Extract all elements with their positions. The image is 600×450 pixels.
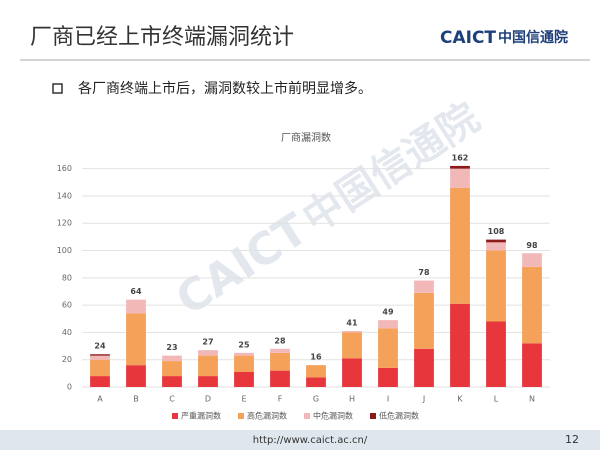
bar-segment xyxy=(306,377,326,387)
y-tick-label: 0 xyxy=(67,383,72,392)
x-tick-label: B xyxy=(133,395,139,404)
chart-title: 厂商漏洞数 xyxy=(281,131,331,144)
bullet-icon xyxy=(52,83,63,94)
x-tick-label: L xyxy=(494,395,499,404)
total-label: 27 xyxy=(202,338,213,347)
bullet-text: 各厂商终端上市后，漏洞数较上市前明显增多。 xyxy=(78,80,372,97)
x-tick-label: D xyxy=(205,395,211,404)
total-label: 98 xyxy=(526,241,538,250)
slide-title: 厂商已经上市终端漏洞统计 xyxy=(30,25,294,50)
x-tick-label: E xyxy=(241,395,246,404)
total-label: 24 xyxy=(94,342,106,351)
footer-url: http://www.caict.ac.cn/ xyxy=(253,435,368,446)
y-tick-label: 20 xyxy=(62,355,72,364)
bar-segment xyxy=(486,250,506,322)
x-tick-label: A xyxy=(97,395,103,404)
x-tick-label: N xyxy=(529,395,535,404)
footer-bar xyxy=(0,430,600,450)
bar-segment xyxy=(450,168,470,188)
legend-label: 低危漏洞数 xyxy=(379,411,419,421)
total-label: 162 xyxy=(452,153,469,162)
bar-segment xyxy=(126,365,146,387)
total-label: 28 xyxy=(274,336,286,345)
total-label: 16 xyxy=(310,353,322,362)
page-number: 12 xyxy=(565,433,579,446)
bar-segment xyxy=(378,328,398,368)
total-label: 25 xyxy=(238,340,250,349)
bar-segment xyxy=(270,352,290,371)
bar-segment xyxy=(198,350,218,356)
bar-segment xyxy=(162,355,182,362)
bar-segment xyxy=(522,266,542,344)
bar-segment xyxy=(198,355,218,377)
y-tick-label: 60 xyxy=(62,301,72,310)
x-tick-label: J xyxy=(422,395,425,404)
bar-segment xyxy=(414,280,434,293)
bar-segment xyxy=(234,355,254,372)
legend-swatch xyxy=(238,413,244,419)
logo-cn: 中国信通院 xyxy=(498,29,568,46)
bar-segment xyxy=(306,365,326,378)
x-tick-label: K xyxy=(457,395,463,404)
bar-segment xyxy=(162,361,182,377)
bar-segment xyxy=(522,253,542,267)
bar-segment xyxy=(342,332,362,359)
total-label: 64 xyxy=(130,287,142,296)
bar-segment xyxy=(198,376,218,387)
bar-segment xyxy=(486,321,506,387)
total-label: 23 xyxy=(166,343,177,352)
bar-segment xyxy=(378,367,398,387)
legend-label: 严重漏洞数 xyxy=(181,411,221,421)
bar-segment xyxy=(342,358,362,387)
plot: 0 20 40 60 80 100 120 140 160 24 A 64 B 23 C 27 D 25 E 28 F 1… xyxy=(57,153,550,421)
bar-segment xyxy=(414,292,434,349)
bar-segment xyxy=(414,348,434,387)
bar-segment xyxy=(486,242,506,251)
bar-segment xyxy=(270,370,290,387)
bar-segment xyxy=(90,359,110,377)
bar-segment xyxy=(90,376,110,387)
bar-segment xyxy=(162,376,182,387)
legend-swatch xyxy=(304,413,310,419)
bar-segment xyxy=(270,348,290,353)
bar-segment xyxy=(126,313,146,366)
x-tick-label: C xyxy=(169,395,175,404)
x-tick-label: I xyxy=(387,395,389,404)
y-tick-label: 80 xyxy=(62,273,72,282)
bar-segment xyxy=(234,371,254,387)
x-tick-label: F xyxy=(278,395,283,404)
total-label: 78 xyxy=(418,268,430,277)
legend-label: 中危漏洞数 xyxy=(313,411,353,421)
bar-segment xyxy=(90,354,110,356)
bar-segment xyxy=(522,343,542,387)
bar-segment xyxy=(378,320,398,329)
y-tick-label: 40 xyxy=(62,328,72,337)
y-tick-label: 160 xyxy=(57,164,72,173)
x-tick-label: G xyxy=(313,395,319,404)
bar-segment xyxy=(450,303,470,387)
y-tick-label: 120 xyxy=(57,219,72,228)
bar-segment xyxy=(126,299,146,314)
bar-segment xyxy=(450,165,470,169)
legend-label: 高危漏洞数 xyxy=(247,411,287,421)
y-tick-label: 140 xyxy=(57,191,72,200)
bar-segment xyxy=(342,331,362,333)
total-label: 41 xyxy=(346,319,358,328)
x-tick-label: H xyxy=(349,395,355,404)
logo-en: CAICT xyxy=(440,28,496,48)
bar-segment xyxy=(450,187,470,304)
y-tick-label: 100 xyxy=(57,246,72,255)
total-label: 108 xyxy=(488,227,505,236)
legend-swatch xyxy=(172,413,178,419)
bar-segment xyxy=(90,355,110,360)
legend-swatch xyxy=(370,413,376,419)
total-label: 49 xyxy=(382,308,394,317)
bar-segment xyxy=(486,239,506,243)
bar-segment xyxy=(234,352,254,356)
